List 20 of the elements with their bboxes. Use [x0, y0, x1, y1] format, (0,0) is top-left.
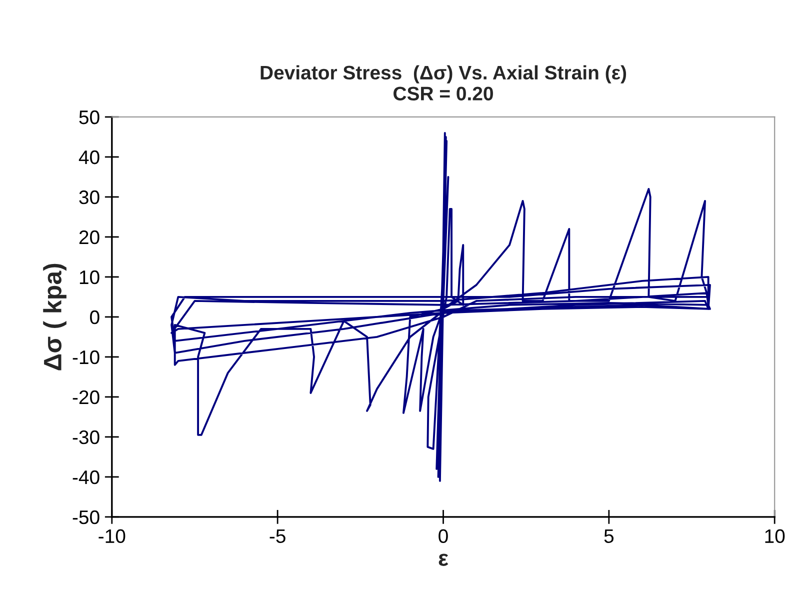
- x-axis-title: ε: [438, 554, 448, 566]
- y-tick-label: 0: [90, 310, 100, 324]
- y-tick-label: -10: [72, 350, 100, 364]
- x-tick-label: 10: [765, 529, 785, 544]
- line-series: [170, 132, 711, 482]
- y-tick-label: -50: [72, 510, 100, 524]
- x-tick-label: -10: [98, 529, 126, 544]
- y-tick-label: 50: [79, 110, 100, 124]
- y-tick-label: 10: [80, 270, 100, 284]
- y-tick-label: -20: [72, 390, 100, 404]
- y-tick-label: 40: [78, 150, 100, 164]
- x-tick-label: -5: [270, 529, 286, 544]
- y-tick-label: -40: [72, 470, 100, 484]
- chart-title: Deviator Stress (Δσ) Vs. Axial Strain (ε) CSR = 0.20: [260, 65, 626, 100]
- y-tick-label: -30: [72, 430, 100, 444]
- y-axis-title: Δσ ( kpa): [43, 264, 66, 370]
- x-tick-label: 5: [604, 529, 614, 544]
- y-tick-label: 20: [79, 230, 100, 244]
- y-tick-label: 30: [79, 190, 100, 204]
- x-tick-label: 0: [438, 529, 448, 544]
